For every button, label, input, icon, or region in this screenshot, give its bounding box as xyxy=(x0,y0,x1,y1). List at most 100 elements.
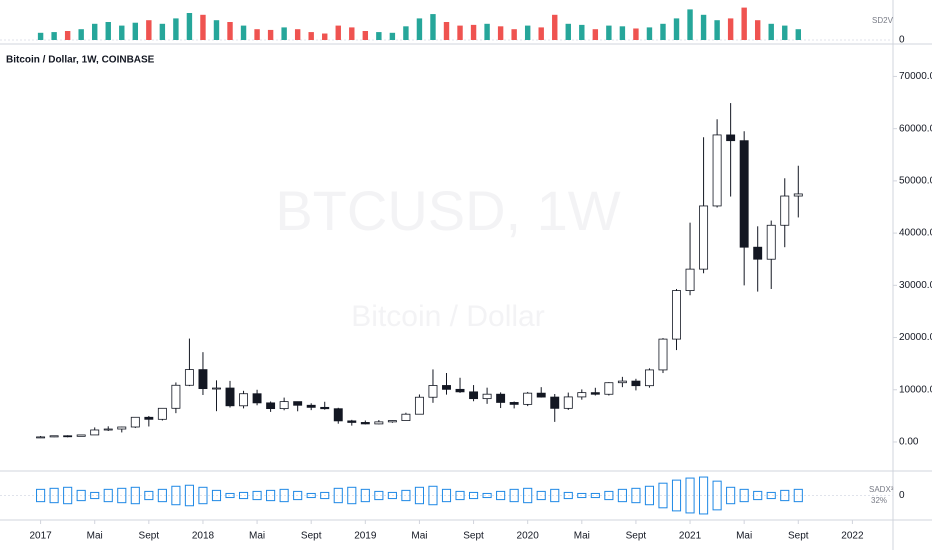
indicator-title: SADX³ xyxy=(869,485,894,494)
candle-body xyxy=(76,434,86,437)
indicator-bar xyxy=(590,492,600,499)
indicator-bar xyxy=(401,489,411,502)
indicator-bar xyxy=(550,488,560,503)
x-tick-label: 2020 xyxy=(517,531,540,542)
volume-bar xyxy=(524,25,531,40)
candle-body xyxy=(320,406,330,410)
y-tick-label: 50000.00 xyxy=(899,176,932,187)
volume-bar xyxy=(633,28,639,40)
candle-body xyxy=(333,408,343,422)
indicator-title: SD2V xyxy=(872,16,894,25)
indicator-bar xyxy=(753,490,763,501)
indicator-bar xyxy=(793,488,803,503)
volume-bar xyxy=(267,29,274,40)
x-tick-label: 2018 xyxy=(192,531,215,542)
x-tick-label: Mai xyxy=(736,531,752,542)
x-tick-label: 2019 xyxy=(354,531,377,542)
volume-bar xyxy=(430,14,436,40)
y-tick-label: 30000.00 xyxy=(899,280,932,291)
indicator-bar xyxy=(699,476,709,515)
candle-body xyxy=(401,413,411,421)
volume-bar xyxy=(132,22,139,40)
indicator-bar xyxy=(644,485,655,506)
volume-bar xyxy=(579,24,585,40)
candle-body xyxy=(482,393,492,400)
volume-bar xyxy=(403,26,409,40)
indicator-bar xyxy=(211,489,222,502)
x-tick-label: Mai xyxy=(87,531,103,542)
indicator-bar xyxy=(360,488,370,503)
volume-bar xyxy=(213,20,220,40)
candle-body xyxy=(712,134,722,207)
volume-bar xyxy=(389,32,396,40)
indicator-bar xyxy=(130,486,140,505)
volume-bar xyxy=(727,18,734,40)
y-tick-label: 20000.00 xyxy=(899,332,932,343)
indicator-bar xyxy=(482,492,492,499)
volume-bar xyxy=(782,25,788,40)
volume-bar xyxy=(64,31,71,40)
indicator-bar xyxy=(49,487,59,504)
candle-body xyxy=(157,407,167,420)
volume-bar xyxy=(538,27,544,40)
candle-body xyxy=(442,385,451,390)
indicator-bar xyxy=(577,492,587,499)
candle-body xyxy=(212,387,221,390)
candle-body xyxy=(523,392,533,405)
candle-body xyxy=(726,134,736,142)
volume-bar xyxy=(592,29,599,40)
volume-bar xyxy=(619,26,626,40)
indicator-bar xyxy=(739,488,749,503)
y-tick-label: 40000.00 xyxy=(899,228,932,239)
y-tick-label: 60000.00 xyxy=(899,123,932,134)
volume-bar xyxy=(335,25,341,40)
volume-bar xyxy=(78,29,84,40)
indicator-bar xyxy=(171,485,181,506)
volume-bar xyxy=(254,29,260,40)
candle-body xyxy=(685,268,695,291)
indicator-bar xyxy=(685,477,695,514)
candle-body xyxy=(577,392,587,398)
volume-bar xyxy=(741,7,747,41)
candle-body xyxy=(117,426,127,430)
candle-body xyxy=(631,380,641,387)
candle-body xyxy=(184,369,194,386)
indicator-bar xyxy=(671,479,682,512)
indicator-bar xyxy=(631,487,641,504)
indicator-bar xyxy=(387,491,397,500)
indicator-bar xyxy=(496,490,506,501)
candle-body xyxy=(279,401,289,410)
volume-bar xyxy=(606,25,612,40)
indicator-bar xyxy=(441,488,452,503)
candle-body xyxy=(617,380,627,384)
watermark-subtitle: Bitcoin / Dollar xyxy=(351,300,544,333)
candle-body xyxy=(171,384,181,409)
volume-bar xyxy=(646,27,653,40)
candle-body xyxy=(306,404,316,408)
volume-bar xyxy=(768,23,774,40)
indicator-bar xyxy=(509,488,519,503)
indicator-bar xyxy=(333,487,343,504)
candle-body xyxy=(428,385,438,398)
candle-body xyxy=(198,369,208,390)
candle-body xyxy=(550,396,560,409)
candle-body xyxy=(455,388,465,393)
volume-bar xyxy=(119,25,125,40)
y-tick-label: 0 xyxy=(899,490,905,501)
candle-body xyxy=(49,435,59,438)
candle-body xyxy=(644,369,654,387)
indicator-bar xyxy=(617,488,627,503)
indicator-bar xyxy=(117,487,127,504)
chart-title: Bitcoin / Dollar, 1W, COINBASE xyxy=(6,55,155,66)
indicator-bar xyxy=(103,488,113,503)
x-tick-label: 2022 xyxy=(841,531,864,542)
x-tick-label: Mai xyxy=(411,531,427,542)
x-tick-label: Sept xyxy=(301,531,322,542)
indicator-bar xyxy=(238,491,249,500)
volume-bar xyxy=(146,20,152,40)
volume-bar xyxy=(443,22,450,40)
watermark: BTCUSD, 1W xyxy=(275,179,620,242)
volume-bar xyxy=(200,14,206,41)
candle-body xyxy=(739,140,749,248)
volume-bar xyxy=(281,27,287,40)
